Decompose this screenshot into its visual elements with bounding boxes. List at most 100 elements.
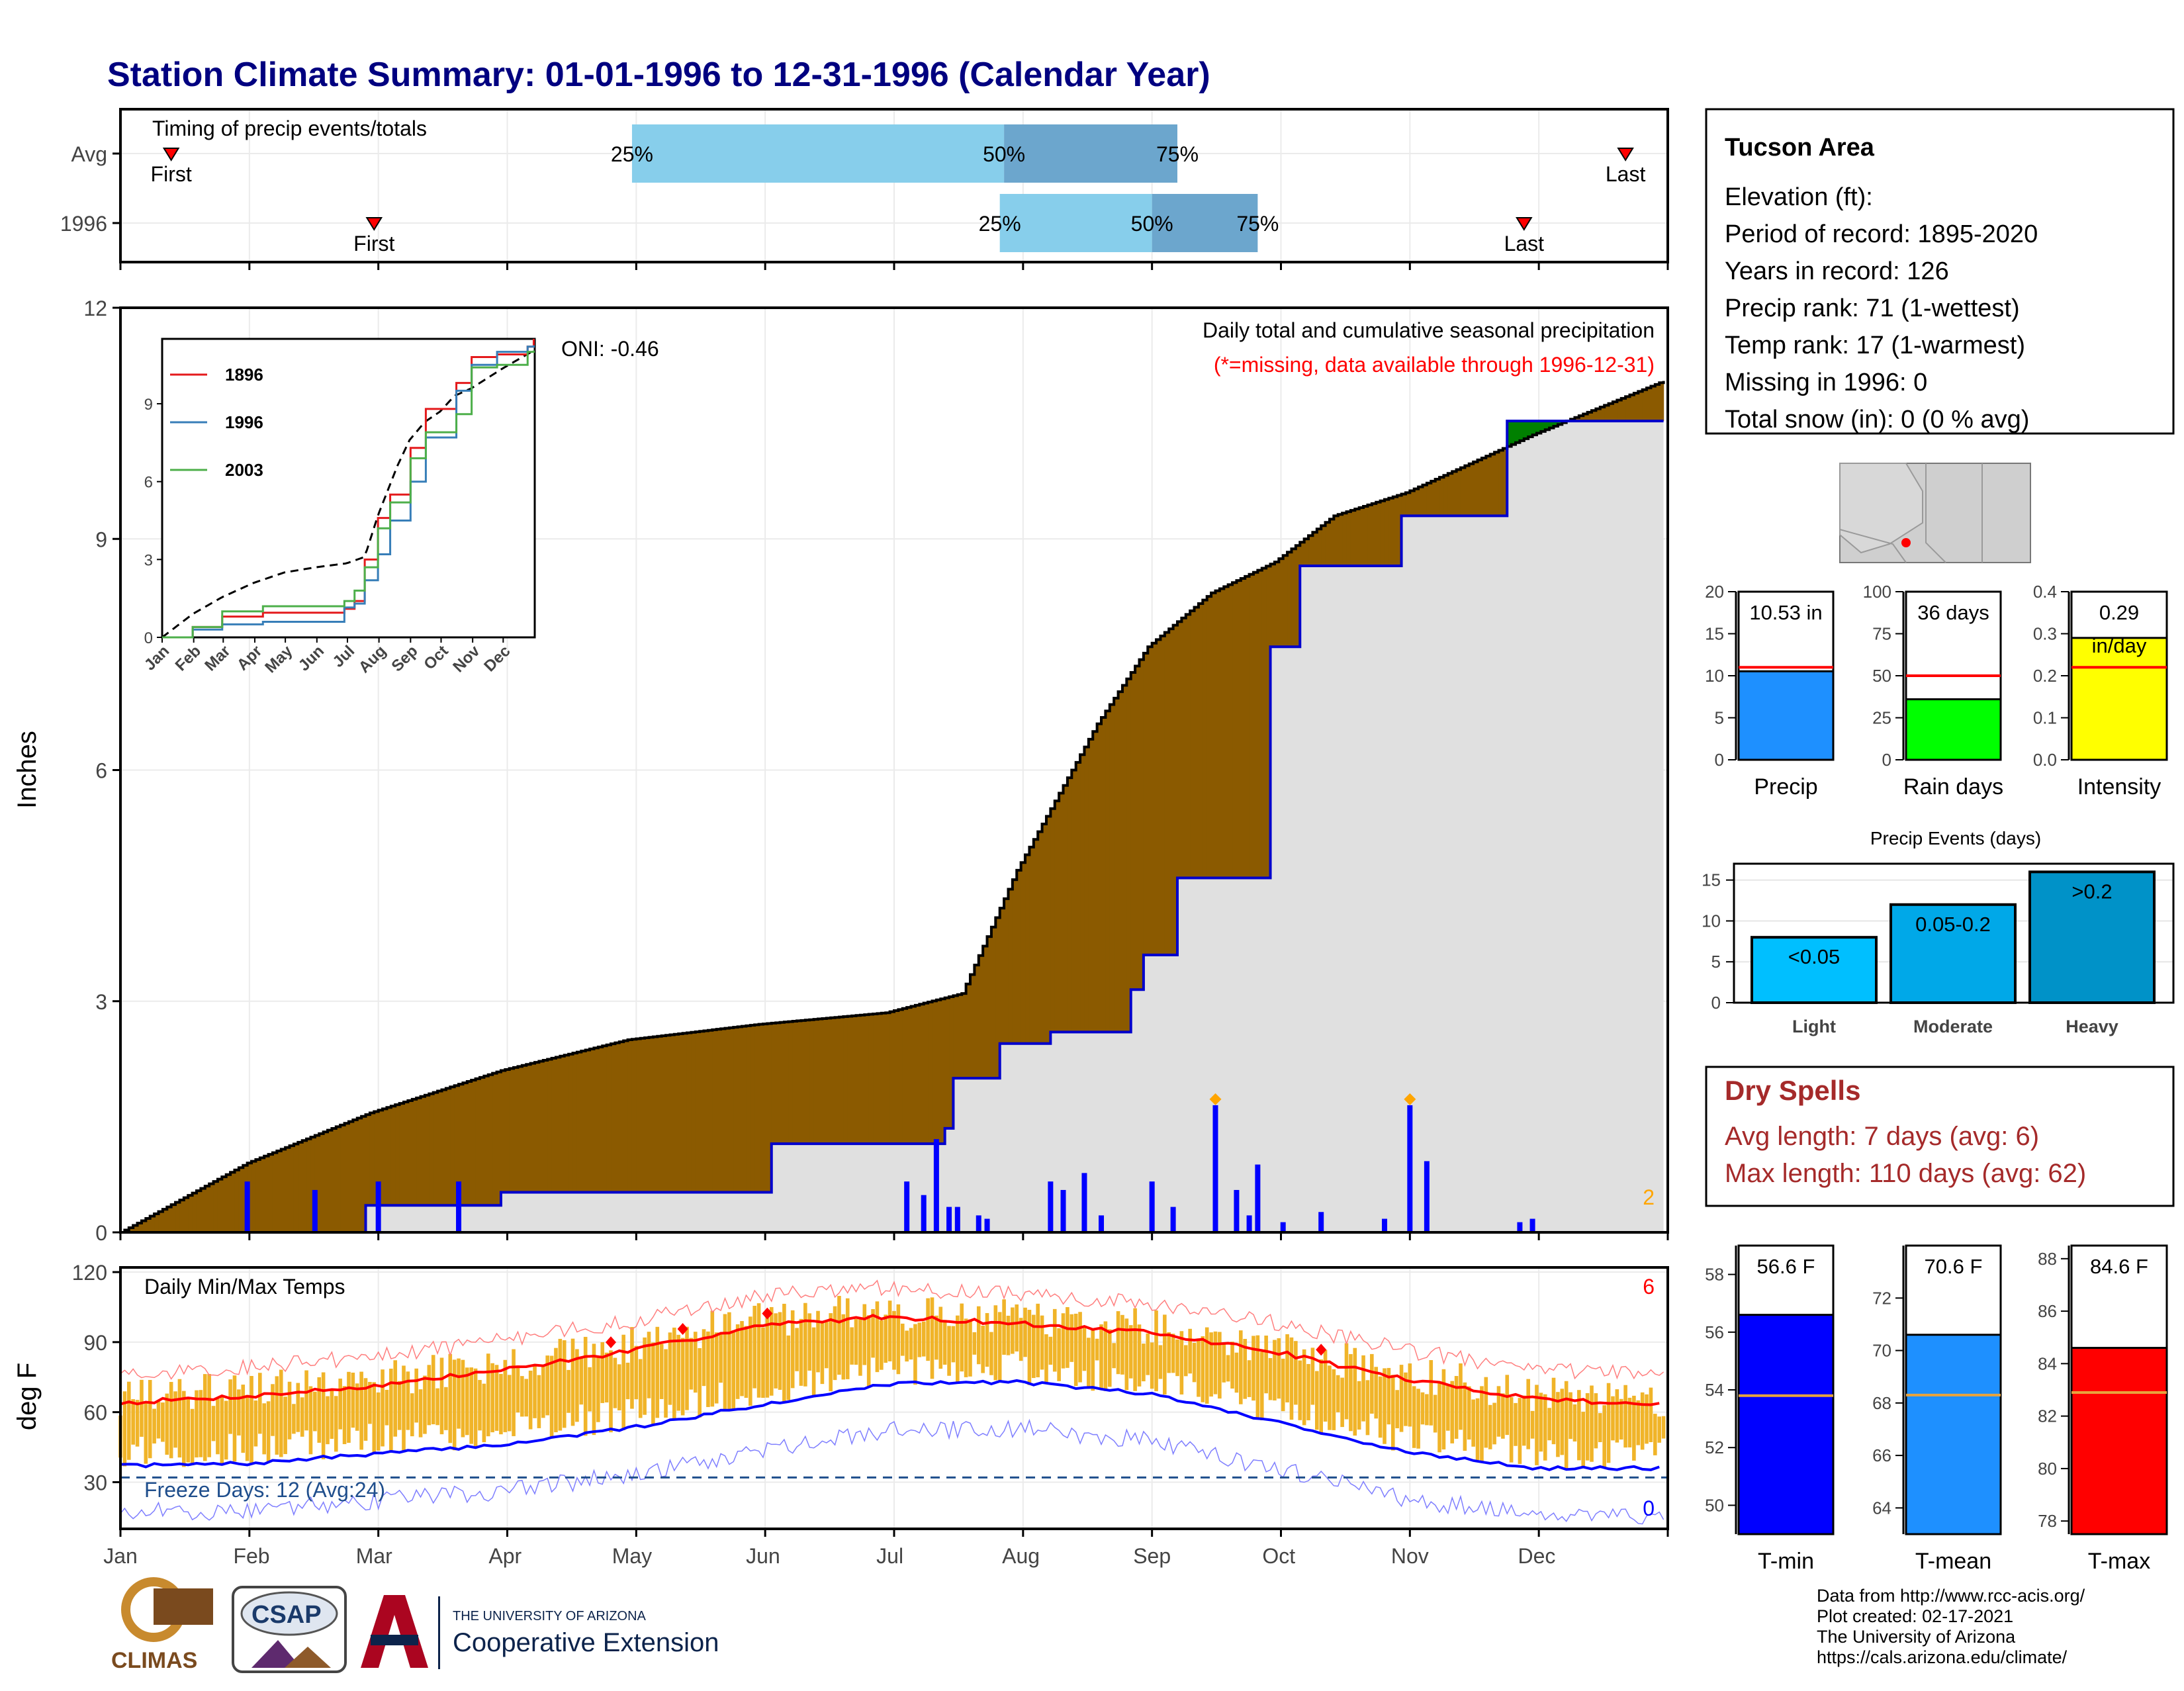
temp-daily-range-bar xyxy=(1044,1334,1048,1383)
precip-deficit-fill xyxy=(192,1193,197,1232)
temp-bar-t-mean-value-label: 70.6 F xyxy=(1925,1255,1983,1278)
precip-deficit-fill xyxy=(306,1138,312,1232)
temp-x-tick-label: Jul xyxy=(876,1544,903,1568)
temp-daily-range-bar xyxy=(1128,1325,1133,1379)
temp-daily-range-bar xyxy=(592,1344,596,1436)
precip-deficit-fill xyxy=(809,1019,815,1144)
temp-record-marker xyxy=(762,1307,773,1320)
precip-deficit-fill xyxy=(788,1021,794,1144)
precip-deficit-fill xyxy=(1088,739,1093,1032)
temp-daily-range-bar xyxy=(1179,1331,1184,1394)
precip-deficit-fill xyxy=(1257,570,1263,878)
temp-daily-range-bar xyxy=(435,1388,439,1426)
precip-deficit-fill xyxy=(238,1167,244,1232)
temp-daily-range-bar xyxy=(905,1330,909,1362)
temp-daily-range-bar xyxy=(1040,1315,1044,1370)
precip-deficit-fill xyxy=(1405,492,1410,516)
precip-deficit-fill xyxy=(1346,512,1351,566)
precip-daily-bar xyxy=(976,1215,981,1232)
precip-deficit-fill xyxy=(1422,484,1428,516)
temp-bar-t-min-y-tick-label: 52 xyxy=(1705,1438,1724,1457)
precip-deficit-fill xyxy=(915,1005,920,1144)
temp-daily-range-bar xyxy=(393,1360,398,1437)
precip-deficit-fill xyxy=(293,1144,298,1232)
temp-daily-range-bar xyxy=(439,1357,444,1435)
temp-bar-t-mean-y-tick-label: 68 xyxy=(1872,1393,1891,1413)
timing-panel: Timing of precip events/totals Avg 25% 50% 7… xyxy=(60,108,1669,270)
temp-daily-range-bar xyxy=(207,1374,211,1457)
temp-daily-range-bar xyxy=(427,1365,432,1426)
temp-daily-range-bar xyxy=(1365,1380,1370,1436)
temp-daily-range-bar xyxy=(1133,1308,1137,1391)
precip-deficit-fill xyxy=(1203,600,1208,878)
temp-daily-range-bar xyxy=(1251,1336,1255,1401)
temp-daily-range-bar xyxy=(1547,1408,1551,1441)
temp-daily-range-bar xyxy=(308,1386,313,1455)
summary-intensity-value-label: 0.29 xyxy=(2099,601,2139,624)
precip-deficit-fill xyxy=(272,1152,277,1232)
precip-deficit-fill xyxy=(594,1048,599,1193)
precip-deficit-fill xyxy=(403,1102,408,1206)
precip-deficit-fill xyxy=(150,1216,155,1232)
precip-deficit-fill xyxy=(1380,500,1385,566)
station-location-map xyxy=(1839,463,2031,563)
precip-deficit-fill xyxy=(1097,723,1102,1032)
temp-daily-range-bar xyxy=(410,1393,414,1437)
precip-deficit-fill xyxy=(285,1147,291,1232)
inset-y-tick-label: 3 xyxy=(144,551,153,569)
temp-daily-range-bar xyxy=(385,1389,389,1426)
precip-deficit-fill xyxy=(395,1105,400,1206)
temp-daily-range-bar xyxy=(803,1303,807,1387)
temp-daily-range-bar xyxy=(140,1379,144,1437)
precip-deficit-fill xyxy=(1456,469,1461,516)
precip-deficit-fill xyxy=(1054,801,1060,1032)
temp-daily-range-bar xyxy=(165,1393,169,1455)
temp-daily-range-bar xyxy=(740,1321,744,1396)
precip-deficit-fill xyxy=(1105,711,1111,1032)
temp-daily-range-bar xyxy=(313,1391,317,1432)
temp-daily-range-bar xyxy=(1357,1381,1361,1430)
temp-record-marker xyxy=(1316,1344,1327,1356)
temp-daily-range-bar xyxy=(287,1381,292,1440)
temp-daily-range-bar xyxy=(516,1365,520,1413)
temp-daily-range-bar xyxy=(960,1303,964,1372)
precip-deficit-fill xyxy=(987,937,992,1079)
temp-daily-range-bar xyxy=(1623,1385,1627,1448)
temp-daily-range-bar xyxy=(909,1328,913,1360)
precip-deficit-fill xyxy=(1621,398,1626,422)
csap-logo: CSAP xyxy=(232,1586,347,1673)
temp-daily-range-bar xyxy=(1023,1307,1027,1357)
precip-deficit-fill xyxy=(1270,564,1275,647)
precip-deficit-fill xyxy=(420,1096,426,1206)
precip-surplus-fill xyxy=(1528,421,1533,437)
precip-deficit-fill xyxy=(1486,456,1491,516)
precip-deficit-fill xyxy=(818,1019,823,1144)
temp-daily-range-bar xyxy=(1298,1360,1302,1420)
precip-deficit-fill xyxy=(383,1109,388,1206)
precip-deficit-fill xyxy=(843,1017,848,1144)
summary-precip-y-tick-label: 15 xyxy=(1705,624,1724,644)
precip-deficit-fill xyxy=(179,1200,185,1232)
temp-daily-range-bar xyxy=(985,1312,989,1367)
temp-daily-range-bar xyxy=(359,1371,363,1450)
summary-precip-value-label: 10.53 in xyxy=(1749,601,1822,624)
temp-daily-range-bar xyxy=(262,1403,266,1455)
temp-daily-range-bar xyxy=(211,1406,216,1441)
precip-surplus-fill xyxy=(1516,421,1521,443)
temp-daily-range-bar xyxy=(528,1370,533,1430)
temp-daily-range-bar xyxy=(461,1359,465,1438)
precip-deficit-fill xyxy=(323,1132,328,1232)
precip-deficit-fill xyxy=(581,1051,586,1193)
temp-bar-t-max-value-label: 84.6 F xyxy=(2090,1255,2148,1278)
precip-deficit-fill xyxy=(636,1038,641,1193)
temp-daily-range-bar xyxy=(562,1340,567,1428)
precip-deficit-fill xyxy=(1224,586,1229,878)
precip-y-tick-label: 6 xyxy=(95,759,107,783)
temp-daily-range-bar xyxy=(875,1301,880,1373)
precip-deficit-fill xyxy=(666,1035,671,1193)
temp-daily-range-bar xyxy=(253,1400,258,1447)
precip-deficit-fill xyxy=(898,1009,903,1144)
temp-daily-range-bar xyxy=(993,1305,998,1381)
precip-deficit-fill xyxy=(750,1025,755,1193)
